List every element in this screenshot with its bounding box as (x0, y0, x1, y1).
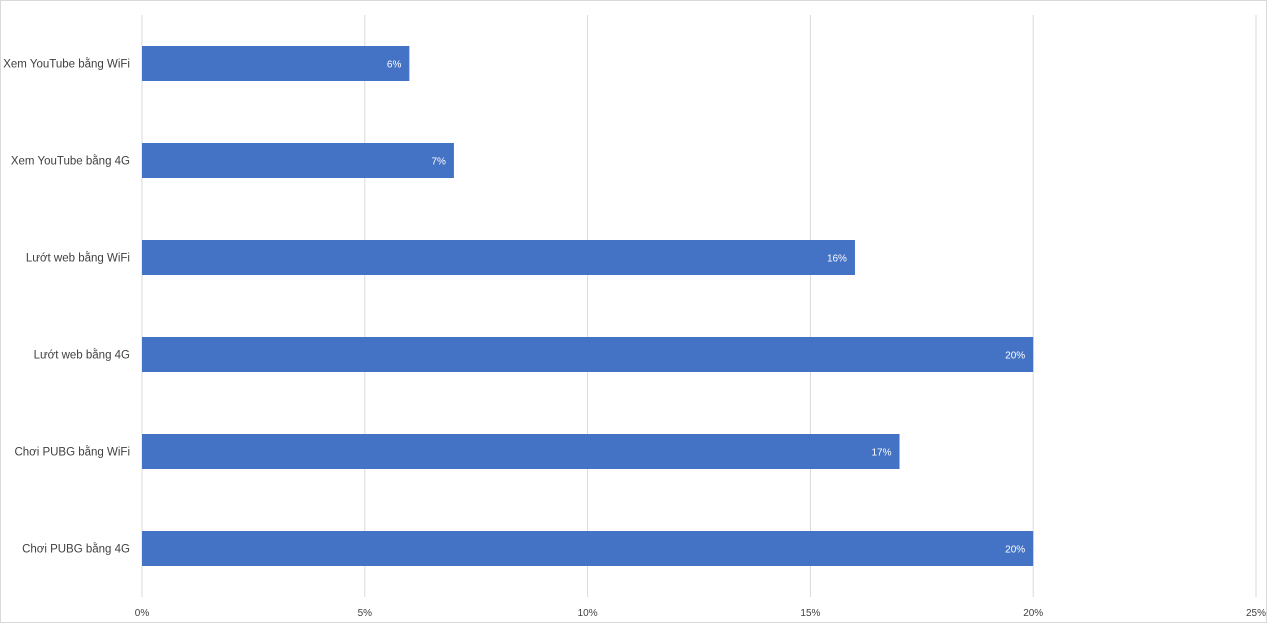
category-label: Chơi PUBG bằng WiFi (14, 446, 130, 459)
bar (142, 143, 454, 178)
data-label: 20% (1005, 545, 1025, 556)
x-tick-label: 20% (1023, 608, 1043, 619)
data-label: 20% (1005, 351, 1025, 362)
bar (142, 531, 1034, 566)
category-label: Lướt web bằng 4G (34, 349, 130, 362)
data-label: 7% (431, 157, 446, 168)
bar (142, 434, 900, 469)
bar (142, 337, 1034, 372)
x-tick-label: 25% (1246, 608, 1266, 619)
category-label: Chơi PUBG bằng 4G (22, 543, 130, 556)
data-label: 17% (872, 448, 892, 459)
x-tick-label: 0% (135, 608, 150, 619)
data-label: 6% (387, 60, 402, 71)
bar (142, 46, 410, 81)
category-label: Xem YouTube bằng 4G (11, 155, 130, 168)
category-label: Xem YouTube bằng WiFi (3, 58, 130, 71)
x-tick-label: 15% (800, 608, 820, 619)
bar (142, 240, 855, 275)
category-label: Lướt web bằng WiFi (26, 252, 130, 265)
x-tick-label: 5% (358, 608, 373, 619)
data-label: 16% (827, 254, 847, 265)
x-tick-label: 10% (578, 608, 598, 619)
